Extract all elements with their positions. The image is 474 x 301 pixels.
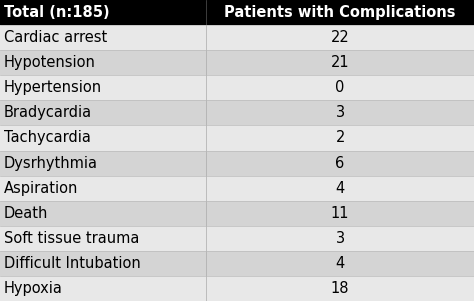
Bar — [0, 100, 206, 126]
Text: 3: 3 — [336, 231, 345, 246]
Text: 0: 0 — [336, 80, 345, 95]
Bar — [206, 100, 474, 126]
Bar — [0, 226, 206, 251]
Text: 2: 2 — [336, 130, 345, 145]
Text: 6: 6 — [336, 156, 345, 171]
Bar — [206, 276, 474, 301]
Text: Death: Death — [4, 206, 48, 221]
Text: Hypertension: Hypertension — [4, 80, 102, 95]
Bar — [0, 25, 206, 50]
Text: Bradycardia: Bradycardia — [4, 105, 92, 120]
Bar — [206, 201, 474, 226]
Bar — [0, 150, 206, 175]
Bar — [206, 0, 474, 25]
Bar — [206, 126, 474, 150]
Text: 22: 22 — [331, 30, 349, 45]
Text: 4: 4 — [336, 256, 345, 271]
Bar — [0, 175, 206, 201]
Text: Hypotension: Hypotension — [4, 55, 96, 70]
Text: 3: 3 — [336, 105, 345, 120]
Bar — [0, 50, 206, 75]
Text: Tachycardia: Tachycardia — [4, 130, 91, 145]
Bar — [206, 25, 474, 50]
Text: 11: 11 — [331, 206, 349, 221]
Bar — [0, 0, 206, 25]
Bar — [0, 126, 206, 150]
Text: Difficult Intubation: Difficult Intubation — [4, 256, 141, 271]
Text: Soft tissue trauma: Soft tissue trauma — [4, 231, 139, 246]
Bar — [206, 226, 474, 251]
Bar — [0, 201, 206, 226]
Bar — [0, 276, 206, 301]
Bar — [206, 175, 474, 201]
Text: Hypoxia: Hypoxia — [4, 281, 63, 296]
Text: Aspiration: Aspiration — [4, 181, 78, 196]
Bar — [206, 251, 474, 276]
Bar — [206, 150, 474, 175]
Text: Cardiac arrest: Cardiac arrest — [4, 30, 107, 45]
Text: 4: 4 — [336, 181, 345, 196]
Bar — [206, 75, 474, 100]
Bar — [206, 50, 474, 75]
Text: Dysrhythmia: Dysrhythmia — [4, 156, 98, 171]
Bar — [0, 75, 206, 100]
Bar — [0, 251, 206, 276]
Text: 21: 21 — [331, 55, 349, 70]
Text: Total (n:185): Total (n:185) — [4, 5, 109, 20]
Text: Patients with Complications: Patients with Complications — [224, 5, 456, 20]
Text: 18: 18 — [331, 281, 349, 296]
